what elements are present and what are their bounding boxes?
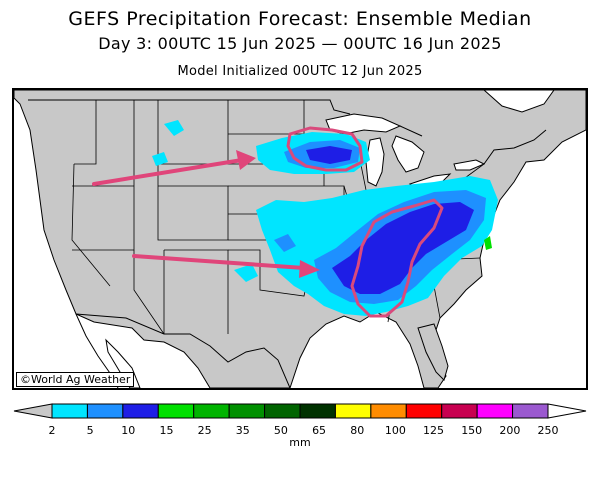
- colorbar-tick-label: 80: [350, 424, 365, 437]
- canada-water: [483, 90, 555, 113]
- colorbar-swatch: [512, 403, 549, 419]
- precip-upper-midwest: [152, 120, 370, 174]
- model-init-time: Model Initialized 00UTC 12 Jun 2025: [177, 64, 423, 79]
- mexico-border: [75, 313, 291, 388]
- colorbar-swatch: [334, 403, 372, 419]
- colorbar-tick-label: 10: [121, 424, 136, 437]
- precip-south-central: [234, 176, 498, 316]
- colorbar-unit: mm: [289, 436, 311, 449]
- colorbar-swatch: [264, 403, 301, 419]
- colorbar-swatch: [86, 403, 124, 419]
- canada-border: [28, 99, 547, 165]
- colorbar-swatch: [193, 403, 230, 419]
- colorbar-tick-label: 200: [499, 424, 521, 437]
- lake-ontario: [453, 159, 486, 171]
- arrow-upper-midwest: [92, 150, 256, 186]
- colorbar-tick-label: 65: [312, 424, 327, 437]
- colorbar-tick-label: 2: [48, 424, 56, 437]
- colorbar-swatch: [441, 403, 478, 419]
- lake-michigan: [365, 137, 385, 187]
- colorbar-swatch: [157, 403, 195, 419]
- colorbar-tick-label: 25: [197, 424, 212, 437]
- florida: [417, 323, 449, 381]
- colorbar-tick-label: 250: [537, 424, 559, 437]
- colorbar-swatch: [228, 403, 266, 419]
- highlight-upper-midwest: [286, 126, 364, 172]
- colorbar-swatch: [51, 403, 88, 419]
- map-credit: ©World Ag Weather: [16, 372, 135, 387]
- arrow-south-central: [132, 254, 320, 278]
- colorbar-tick-label: 35: [235, 424, 250, 437]
- colorbar-tick-label: 100: [384, 424, 406, 437]
- colorbar: [13, 403, 587, 419]
- colorbar-swatch: [405, 403, 443, 419]
- colorbar-swatch: [122, 403, 159, 419]
- forecast-period: Day 3: 00UTC 15 Jun 2025 — 00UTC 16 Jun …: [98, 34, 502, 53]
- lake-huron: [391, 135, 425, 173]
- map-title: GEFS Precipitation Forecast: Ensemble Me…: [68, 8, 532, 30]
- colorbar-tick-label: 50: [273, 424, 288, 437]
- colorbar-tick-label: 5: [86, 424, 94, 437]
- precipitation-map: ©World Ag Weather: [12, 88, 588, 390]
- colorbar-tick-label: 150: [461, 424, 483, 437]
- colorbar-swatch: [299, 403, 336, 419]
- colorbar-tick-label: 125: [423, 424, 445, 437]
- colorbar-swatch: [370, 403, 407, 419]
- colorbar-above-triangle: [547, 403, 587, 419]
- highlight-south-central: [350, 198, 444, 318]
- colorbar-swatch: [476, 403, 514, 419]
- colorbar-below-triangle: [13, 403, 53, 419]
- colorbar-tick-label: 15: [159, 424, 174, 437]
